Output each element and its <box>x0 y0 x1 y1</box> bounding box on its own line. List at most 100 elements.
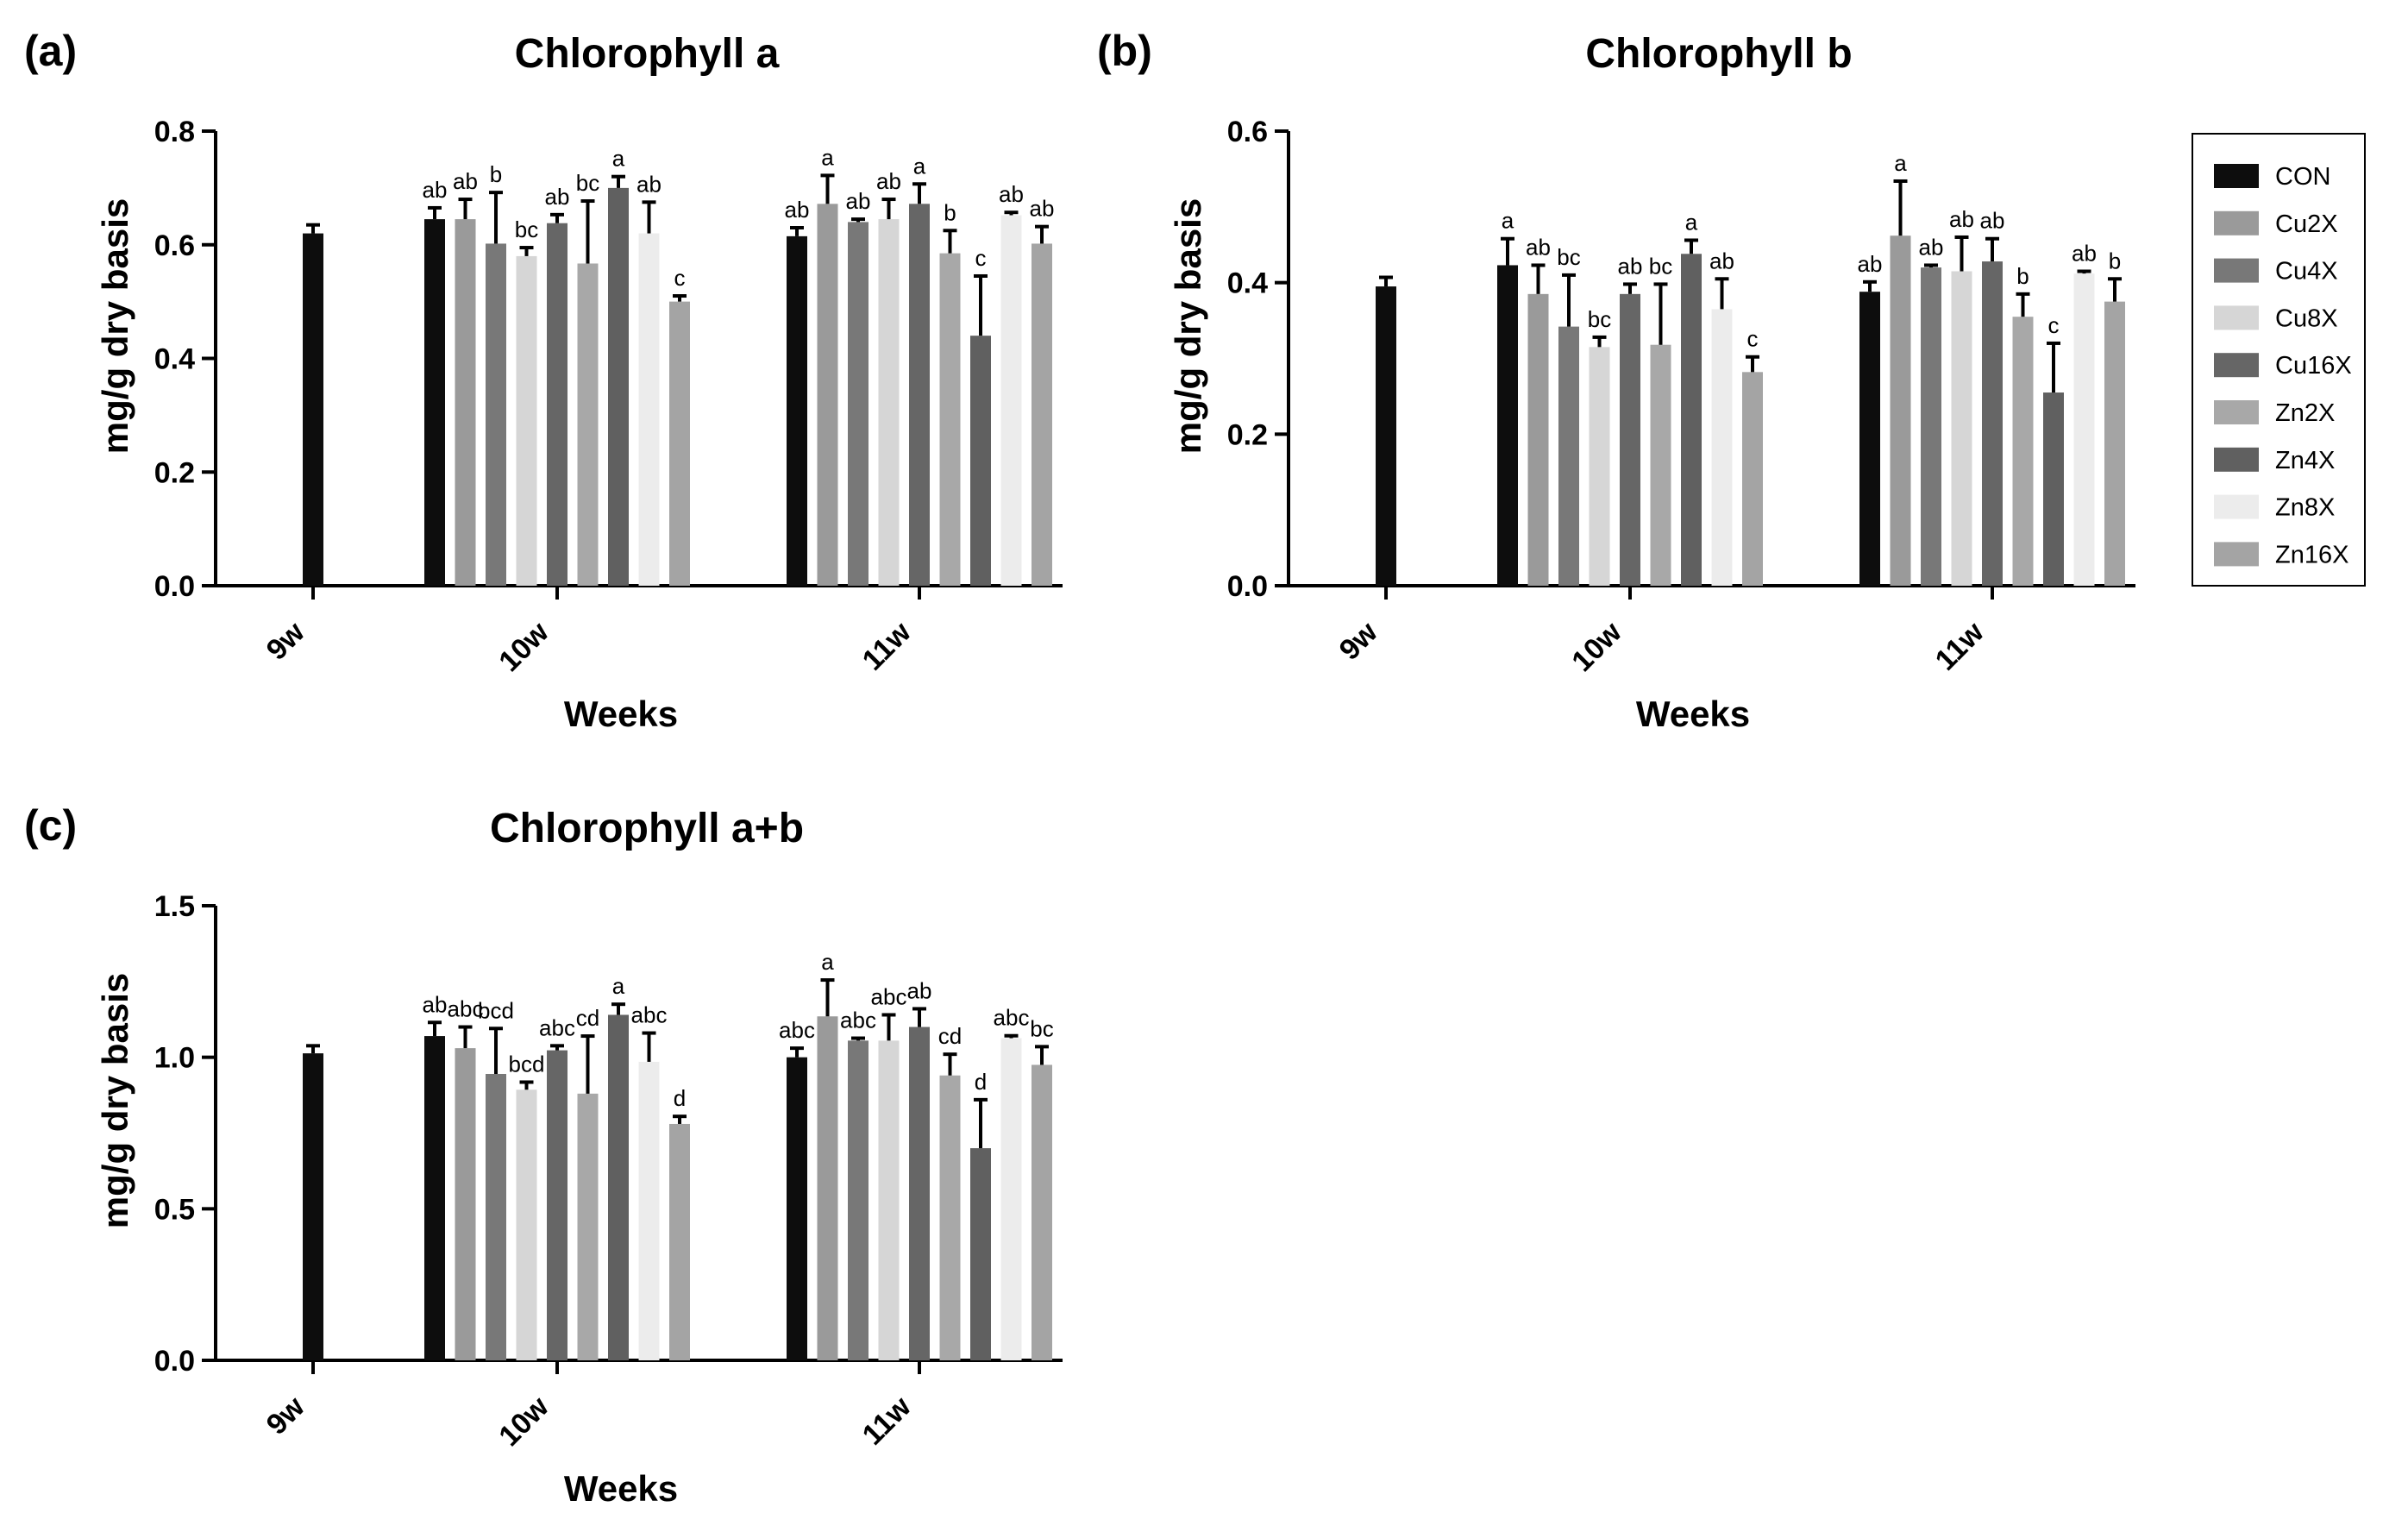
bar-zn4x <box>608 187 629 586</box>
y-axis-title: mg/g dry basis <box>1168 198 1208 454</box>
bar-cu4x <box>486 243 506 586</box>
legend-swatch-cu2x <box>2214 210 2259 235</box>
bar-zn2x <box>2012 317 2034 586</box>
x-tick-label: 10w <box>1565 615 1628 678</box>
y-tick-label: 1.0 <box>154 1042 195 1075</box>
significance-label: d <box>975 1069 987 1095</box>
bar-zn16x <box>2104 301 2125 586</box>
significance-label: abc <box>871 983 907 1009</box>
significance-label: c <box>1747 326 1759 352</box>
significance-label: ab <box>999 181 1024 207</box>
significance-label: a <box>821 949 834 975</box>
x-tick-label: 10w <box>492 1390 555 1453</box>
significance-label: ab <box>1618 253 1643 279</box>
panel-label: (a) <box>24 27 77 75</box>
significance-label: abc <box>994 1005 1030 1031</box>
significance-label: a <box>1894 150 1907 176</box>
significance-label: bcd <box>478 997 514 1023</box>
bar-cu4x <box>848 1040 869 1360</box>
significance-label: abc <box>631 1002 668 1028</box>
significance-label: bcd <box>509 1051 545 1077</box>
y-tick-label: 0.2 <box>1227 418 1268 451</box>
bar-cu4x <box>1558 326 1579 586</box>
bar-zn16x <box>1032 243 1052 586</box>
significance-label: ab <box>785 197 810 223</box>
bar-zn8x <box>1000 1038 1022 1360</box>
bar-cu16x <box>909 1027 930 1360</box>
bar-zn8x <box>1000 215 1022 586</box>
significance-label: b <box>2016 263 2029 289</box>
x-tick-label: 9w <box>260 1390 311 1441</box>
bar-zn2x <box>939 1075 961 1360</box>
bar-zn16x <box>669 301 690 586</box>
bar-con <box>787 1057 807 1360</box>
bar-cu8x <box>516 255 537 586</box>
y-tick-label: 1.5 <box>154 890 195 923</box>
significance-label: cd <box>938 1023 962 1049</box>
x-axis-title: Weeks <box>564 694 678 734</box>
significance-label: ab <box>423 177 448 203</box>
significance-label: a <box>1502 208 1514 234</box>
significance-label: a <box>612 146 625 172</box>
legend-swatch-zn2x <box>2214 400 2259 424</box>
bar-cu2x <box>817 204 838 586</box>
legend-label-zn2x: Zn2X <box>2275 399 2335 427</box>
bar-zn4x <box>2043 392 2064 586</box>
bar-cu16x <box>909 204 930 586</box>
legend-label-zn4x: Zn4X <box>2275 447 2335 474</box>
significance-label: ab <box>907 977 932 1003</box>
significance-label: ab <box>1709 248 1734 273</box>
y-axis-title: mg/g dry basis <box>95 973 135 1228</box>
bar-cu16x <box>547 223 568 586</box>
significance-label: ab <box>846 188 871 214</box>
bar-zn16x <box>669 1123 690 1360</box>
significance-label: ab <box>2072 240 2097 266</box>
bar-con <box>424 219 445 586</box>
legend-swatch-zn8x <box>2214 494 2259 519</box>
legend-label-cu8x: Cu8X <box>2275 305 2338 332</box>
bar-con <box>424 1036 445 1360</box>
significance-label: a <box>1685 209 1698 235</box>
bar-zn16x <box>1032 1064 1052 1360</box>
x-tick-label: 9w <box>1333 615 1384 666</box>
significance-label: c <box>674 265 686 291</box>
panel-label: (b) <box>1097 27 1152 75</box>
significance-label: ab <box>1526 234 1551 260</box>
significance-label: bc <box>1557 244 1580 270</box>
legend-swatch-cu4x <box>2214 258 2259 283</box>
x-axis-title: Weeks <box>1636 694 1750 734</box>
significance-label: abc <box>779 1017 815 1043</box>
y-tick-label: 0.6 <box>154 229 195 262</box>
significance-label: a <box>913 153 926 179</box>
chart-title: Chlorophyll a <box>515 31 780 77</box>
y-tick-label: 0.4 <box>1227 267 1268 300</box>
significance-label: bc <box>1030 1015 1053 1041</box>
bar-con <box>1859 292 1880 586</box>
bar-con <box>1497 265 1518 586</box>
significance-label: ab <box>636 171 662 197</box>
chart-panel-c: (c) Chlorophyll a+b Weeks mg/g dry basis… <box>24 801 1063 1509</box>
significance-label: ab <box>1980 208 2005 234</box>
bar-zn8x <box>638 1061 660 1360</box>
x-tick-label: 11w <box>1929 615 1991 676</box>
bar-cu8x <box>1589 347 1610 586</box>
legend-label-zn16x: Zn16X <box>2275 541 2348 568</box>
chart-title: Chlorophyll b <box>1585 31 1852 77</box>
x-tick-label: 11w <box>856 1390 918 1451</box>
significance-label: cd <box>576 1005 599 1031</box>
significance-label: bc <box>576 170 599 196</box>
panel-label: (c) <box>24 801 77 850</box>
bar-zn4x <box>970 1148 991 1360</box>
y-tick-label: 0.0 <box>1227 570 1268 603</box>
bar-zn2x <box>939 253 961 586</box>
significance-label: bc <box>515 217 538 242</box>
y-tick-label: 0.2 <box>154 456 195 489</box>
bar-zn8x <box>638 233 660 586</box>
x-tick-label: 11w <box>856 615 918 676</box>
bar-cu8x <box>878 219 900 586</box>
chart-panel-a: (a) Chlorophyll a Weeks mg/g dry basis 0… <box>24 27 1063 734</box>
chart-panel-b: (b) Chlorophyll b Weeks mg/g dry basis 0… <box>1097 27 2135 734</box>
legend-label-zn8x: Zn8X <box>2275 494 2335 522</box>
